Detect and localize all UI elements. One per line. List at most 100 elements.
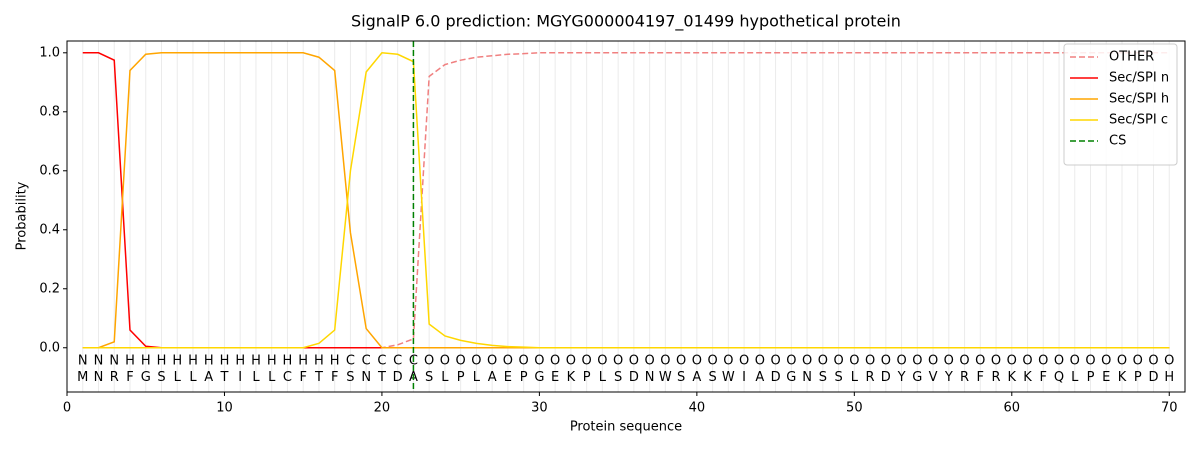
residue-label: O <box>645 354 655 369</box>
legend-label: Sec/SPI h <box>1109 92 1169 107</box>
residue-label: H <box>298 354 308 369</box>
residue: E <box>1102 370 1110 385</box>
residue: F <box>331 370 338 385</box>
series-line <box>82 52 1170 349</box>
residue-label: O <box>1038 354 1048 369</box>
residue: S <box>819 370 827 385</box>
residue: N <box>361 370 371 385</box>
residue-label: H <box>267 354 277 369</box>
y-tick-label: 0.2 <box>39 281 60 296</box>
residue: S <box>157 370 165 385</box>
residue-label: O <box>534 354 544 369</box>
residue: T <box>219 370 228 385</box>
plot-frame <box>66 40 1186 393</box>
residue-label: H <box>188 354 198 369</box>
residue: S <box>677 370 685 385</box>
residue-label: O <box>692 354 702 369</box>
residue-label: O <box>802 354 812 369</box>
residue-label: H <box>235 354 245 369</box>
residue: A <box>204 370 213 385</box>
residue-label: N <box>78 354 88 369</box>
residue: S <box>708 370 716 385</box>
residue: S <box>614 370 622 385</box>
residue-label: O <box>755 354 765 369</box>
residue: P <box>1087 370 1095 385</box>
residue-label: O <box>739 354 749 369</box>
residue-label: O <box>1164 354 1174 369</box>
residue-label: O <box>865 354 875 369</box>
residue: G <box>912 370 922 385</box>
residue: A <box>755 370 764 385</box>
residue: K <box>1118 370 1127 385</box>
residue-label: N <box>94 354 104 369</box>
chart-title: SignalP 6.0 prediction: MGYG000004197_01… <box>351 12 901 32</box>
residue: E <box>504 370 512 385</box>
residue: W <box>659 370 672 385</box>
residue: F <box>977 370 984 385</box>
residue: G <box>141 370 151 385</box>
residue-label: H <box>172 354 182 369</box>
residue: K <box>1008 370 1017 385</box>
residue: L <box>599 370 607 385</box>
residue: L <box>851 370 859 385</box>
residue: N <box>94 370 104 385</box>
residue: D <box>393 370 403 385</box>
residue-label: O <box>1117 354 1127 369</box>
residue-label: O <box>550 354 560 369</box>
residue: V <box>929 370 938 385</box>
residue: N <box>802 370 812 385</box>
residue-label: O <box>881 354 891 369</box>
residue-label: O <box>944 354 954 369</box>
y-tick-label: 0.4 <box>39 222 60 237</box>
residue: H <box>1164 370 1174 385</box>
residue: N <box>645 370 655 385</box>
residue-label: O <box>1148 354 1158 369</box>
residue-label: H <box>220 354 230 369</box>
residue-label: O <box>456 354 466 369</box>
y-tick-label: 0.8 <box>39 104 60 119</box>
residue: A <box>488 370 497 385</box>
residue: I <box>238 370 242 385</box>
residue: T <box>314 370 323 385</box>
residue: P <box>583 370 591 385</box>
x-tick-label: 40 <box>689 401 706 416</box>
x-tick-label: 70 <box>1161 401 1178 416</box>
x-tick-label: 20 <box>374 401 391 416</box>
residue: R <box>110 370 119 385</box>
residue-label: H <box>204 354 214 369</box>
residue-label: O <box>471 354 481 369</box>
legend-label: Sec/SPI c <box>1109 113 1168 128</box>
residue-label: O <box>928 354 938 369</box>
residue-label: H <box>141 354 151 369</box>
residue-label: C <box>377 354 386 369</box>
residue: L <box>189 370 197 385</box>
residue-label: O <box>786 354 796 369</box>
residue-label: O <box>975 354 985 369</box>
x-tick-label: 10 <box>216 401 233 416</box>
residue: C <box>283 370 292 385</box>
x-tick-label: 0 <box>63 401 71 416</box>
residue: R <box>992 370 1001 385</box>
residue-label: O <box>629 354 639 369</box>
y-tick-label: 1.0 <box>39 45 60 60</box>
residue: L <box>473 370 481 385</box>
residue-label: O <box>519 354 529 369</box>
residue: R <box>960 370 969 385</box>
residue: W <box>722 370 735 385</box>
residue-label: O <box>818 354 828 369</box>
residue-label: H <box>283 354 293 369</box>
residue-label: O <box>613 354 623 369</box>
residue: L <box>252 370 260 385</box>
residue: Y <box>944 370 953 385</box>
residue: D <box>881 370 891 385</box>
legend-label: Sec/SPI n <box>1109 71 1169 86</box>
residue: P <box>457 370 465 385</box>
x-axis-label: Protein sequence <box>570 420 682 435</box>
residue-label: N <box>109 354 119 369</box>
residue: K <box>1023 370 1032 385</box>
legend-box <box>1063 43 1178 166</box>
residue: A <box>692 370 701 385</box>
residue-label: O <box>707 354 717 369</box>
x-tick-label: 30 <box>531 401 548 416</box>
residue-label: O <box>1070 354 1080 369</box>
